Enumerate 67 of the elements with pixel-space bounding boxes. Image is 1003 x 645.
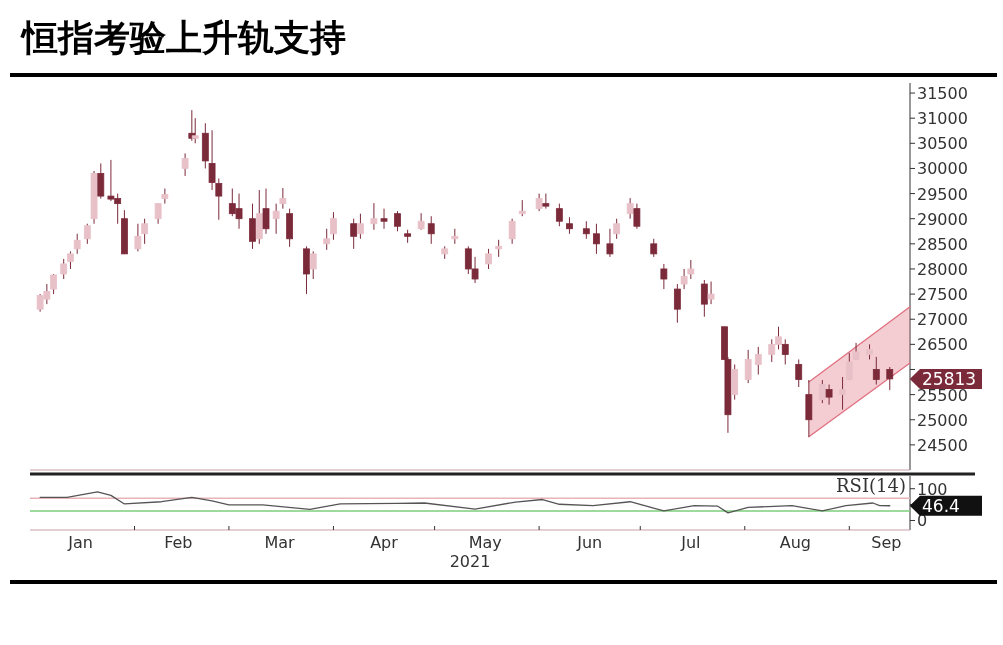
candlestick	[161, 188, 169, 205]
y-tick-label: 26500	[917, 335, 968, 355]
candlestick	[417, 212, 425, 231]
candlestick	[754, 346, 762, 376]
candlestick	[427, 215, 435, 245]
y-tick-label: 31000	[917, 109, 968, 129]
x-tick-label: Jul	[680, 533, 701, 552]
candlestick	[60, 258, 68, 280]
candlestick	[781, 338, 789, 365]
candlestick	[795, 358, 803, 388]
annotation: RSI(14)	[836, 475, 906, 496]
candlestick	[839, 376, 846, 411]
candlestick	[323, 228, 331, 251]
y-tick-label: 29000	[917, 209, 968, 229]
candlestick	[370, 202, 378, 231]
candlestick	[633, 203, 641, 230]
x-tick-label: Sep	[871, 533, 902, 552]
candlestick	[350, 218, 358, 250]
candlestick	[272, 203, 280, 235]
y-tick-label: 27500	[917, 285, 968, 305]
x-tick-label: Apr	[370, 533, 399, 552]
y-tick-label: 25000	[917, 410, 968, 430]
x-axis-title: 2021	[449, 552, 491, 571]
candlestick	[660, 263, 668, 290]
candlestick	[191, 117, 199, 144]
chart-title: 恒指考验上升轨支持	[20, 17, 346, 58]
candlestick	[141, 218, 149, 245]
candlestick	[249, 203, 256, 250]
x-tick-label: Aug	[779, 533, 811, 552]
y-tick-label: 28500	[917, 234, 968, 254]
y-tick-label: 31500	[917, 84, 968, 104]
candlestick	[542, 193, 550, 210]
x-tick-label: Jun	[576, 533, 603, 552]
candlestick	[700, 279, 708, 318]
candlestick	[825, 384, 833, 406]
y-tick-label: 28000	[917, 259, 968, 279]
candlestick	[330, 211, 337, 241]
y-tick-label: 30000	[917, 159, 968, 179]
candlestick	[380, 208, 388, 230]
candlestick	[508, 218, 516, 245]
candlestick	[97, 162, 105, 200]
x-tick-label: Feb	[164, 533, 193, 552]
candlestick	[279, 187, 287, 210]
candlestick	[673, 283, 681, 324]
candlestick	[154, 203, 162, 225]
candlestick	[744, 349, 752, 384]
candlestick	[872, 356, 880, 386]
candlestick	[394, 210, 401, 232]
y-tick-label: 24500	[917, 435, 968, 455]
candlestick	[613, 218, 621, 240]
candlestick	[83, 223, 91, 245]
candlestick	[262, 188, 270, 235]
candlestick	[593, 223, 600, 255]
candlestick	[485, 248, 492, 270]
candlestick	[555, 203, 563, 227]
candlestick	[73, 233, 81, 255]
candlestick	[606, 228, 614, 258]
candlestick	[886, 366, 894, 391]
y-tick-label: 30500	[917, 134, 968, 154]
x-tick-label: Jan	[67, 533, 93, 552]
y-tick-label: 27000	[917, 310, 968, 330]
candlestick	[181, 152, 189, 177]
x-tick-label: Mar	[264, 533, 296, 552]
x-tick-label: May	[468, 533, 502, 552]
y-tick-label: 29500	[917, 184, 968, 204]
candlestick	[650, 238, 658, 258]
candlestick	[134, 223, 142, 252]
